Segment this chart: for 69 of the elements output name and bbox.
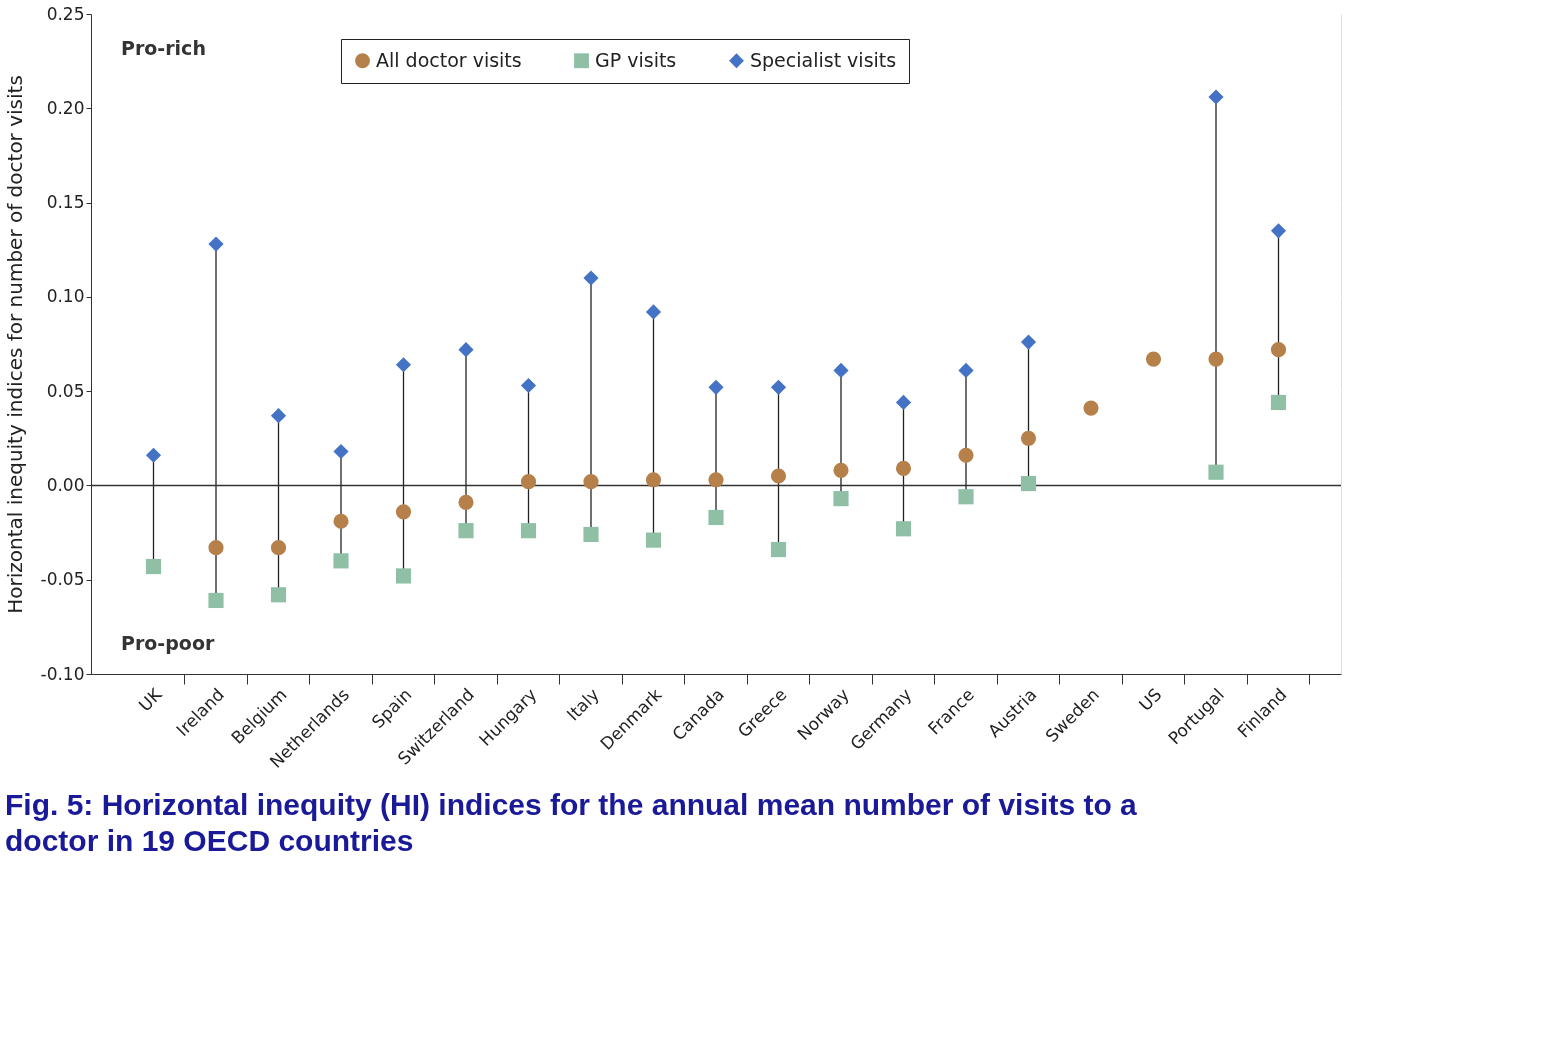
x-tick-label: UK: [134, 683, 167, 716]
point: [770, 379, 787, 395]
point: [270, 587, 287, 603]
y-axis-title: Horizontal inequity indices for number of doctor visits: [2, 75, 27, 614]
text: Fig. 5: Horizontal inequity (HI) indices for the annual mean number of visits to a doctor in 19 OECD countries: [5, 787, 1138, 857]
point: [708, 379, 724, 395]
y-tick-label: 0.10: [46, 286, 85, 307]
point: [208, 236, 224, 252]
point: [833, 362, 849, 378]
point: [895, 394, 912, 411]
point: [708, 509, 724, 526]
point: [1270, 342, 1287, 358]
legend-label: Specialist visits: [750, 48, 897, 71]
annotation: Pro-poor: [121, 632, 215, 654]
y-tick-label: 0.25: [46, 3, 85, 24]
point: [1020, 475, 1037, 492]
point: [1145, 351, 1162, 367]
point: [458, 342, 474, 358]
point: [1083, 400, 1099, 416]
point: [1020, 430, 1037, 446]
point: [895, 521, 912, 537]
point: [1270, 394, 1287, 411]
y-tick-label: 0.05: [46, 380, 85, 401]
point: [145, 447, 162, 463]
point: [708, 472, 724, 488]
point: [333, 443, 349, 460]
point: [958, 489, 974, 505]
point: [895, 460, 912, 477]
point: [645, 472, 662, 488]
legend-label: GP visits: [595, 48, 677, 71]
y-tick-label: -0.10: [40, 663, 85, 684]
y-tick-label: -0.05: [40, 569, 85, 590]
point: [583, 474, 599, 490]
point: [270, 408, 287, 424]
point: [1270, 223, 1287, 239]
point: [958, 447, 974, 463]
point: [458, 494, 474, 510]
point: [770, 541, 787, 558]
point: [145, 558, 162, 575]
point: [458, 523, 474, 539]
point: [208, 592, 224, 609]
point: [270, 540, 287, 556]
point: [645, 304, 662, 320]
point: [333, 513, 349, 529]
point: [395, 357, 412, 373]
point: [583, 270, 599, 286]
point: [520, 377, 537, 394]
point: [958, 362, 974, 378]
point: [333, 553, 349, 569]
point: [833, 462, 849, 478]
point: [770, 468, 787, 484]
annotation: Pro-rich: [121, 37, 206, 59]
y-tick-label: 0.00: [46, 474, 85, 495]
point: [395, 504, 412, 520]
legend-label: All doctor visits: [376, 48, 522, 71]
y-tick-label: 0.20: [46, 97, 85, 118]
x-tick-label: US: [1134, 684, 1166, 715]
point: [395, 568, 412, 584]
point: [1020, 334, 1037, 350]
point: [833, 491, 849, 507]
point: [1208, 351, 1224, 367]
point: [1208, 464, 1224, 480]
point: [645, 532, 662, 548]
point: [208, 540, 224, 556]
point: [583, 526, 599, 543]
point: [520, 523, 537, 539]
point: [520, 474, 537, 490]
point: [1208, 89, 1224, 105]
y-tick-label: 0.15: [46, 192, 85, 213]
